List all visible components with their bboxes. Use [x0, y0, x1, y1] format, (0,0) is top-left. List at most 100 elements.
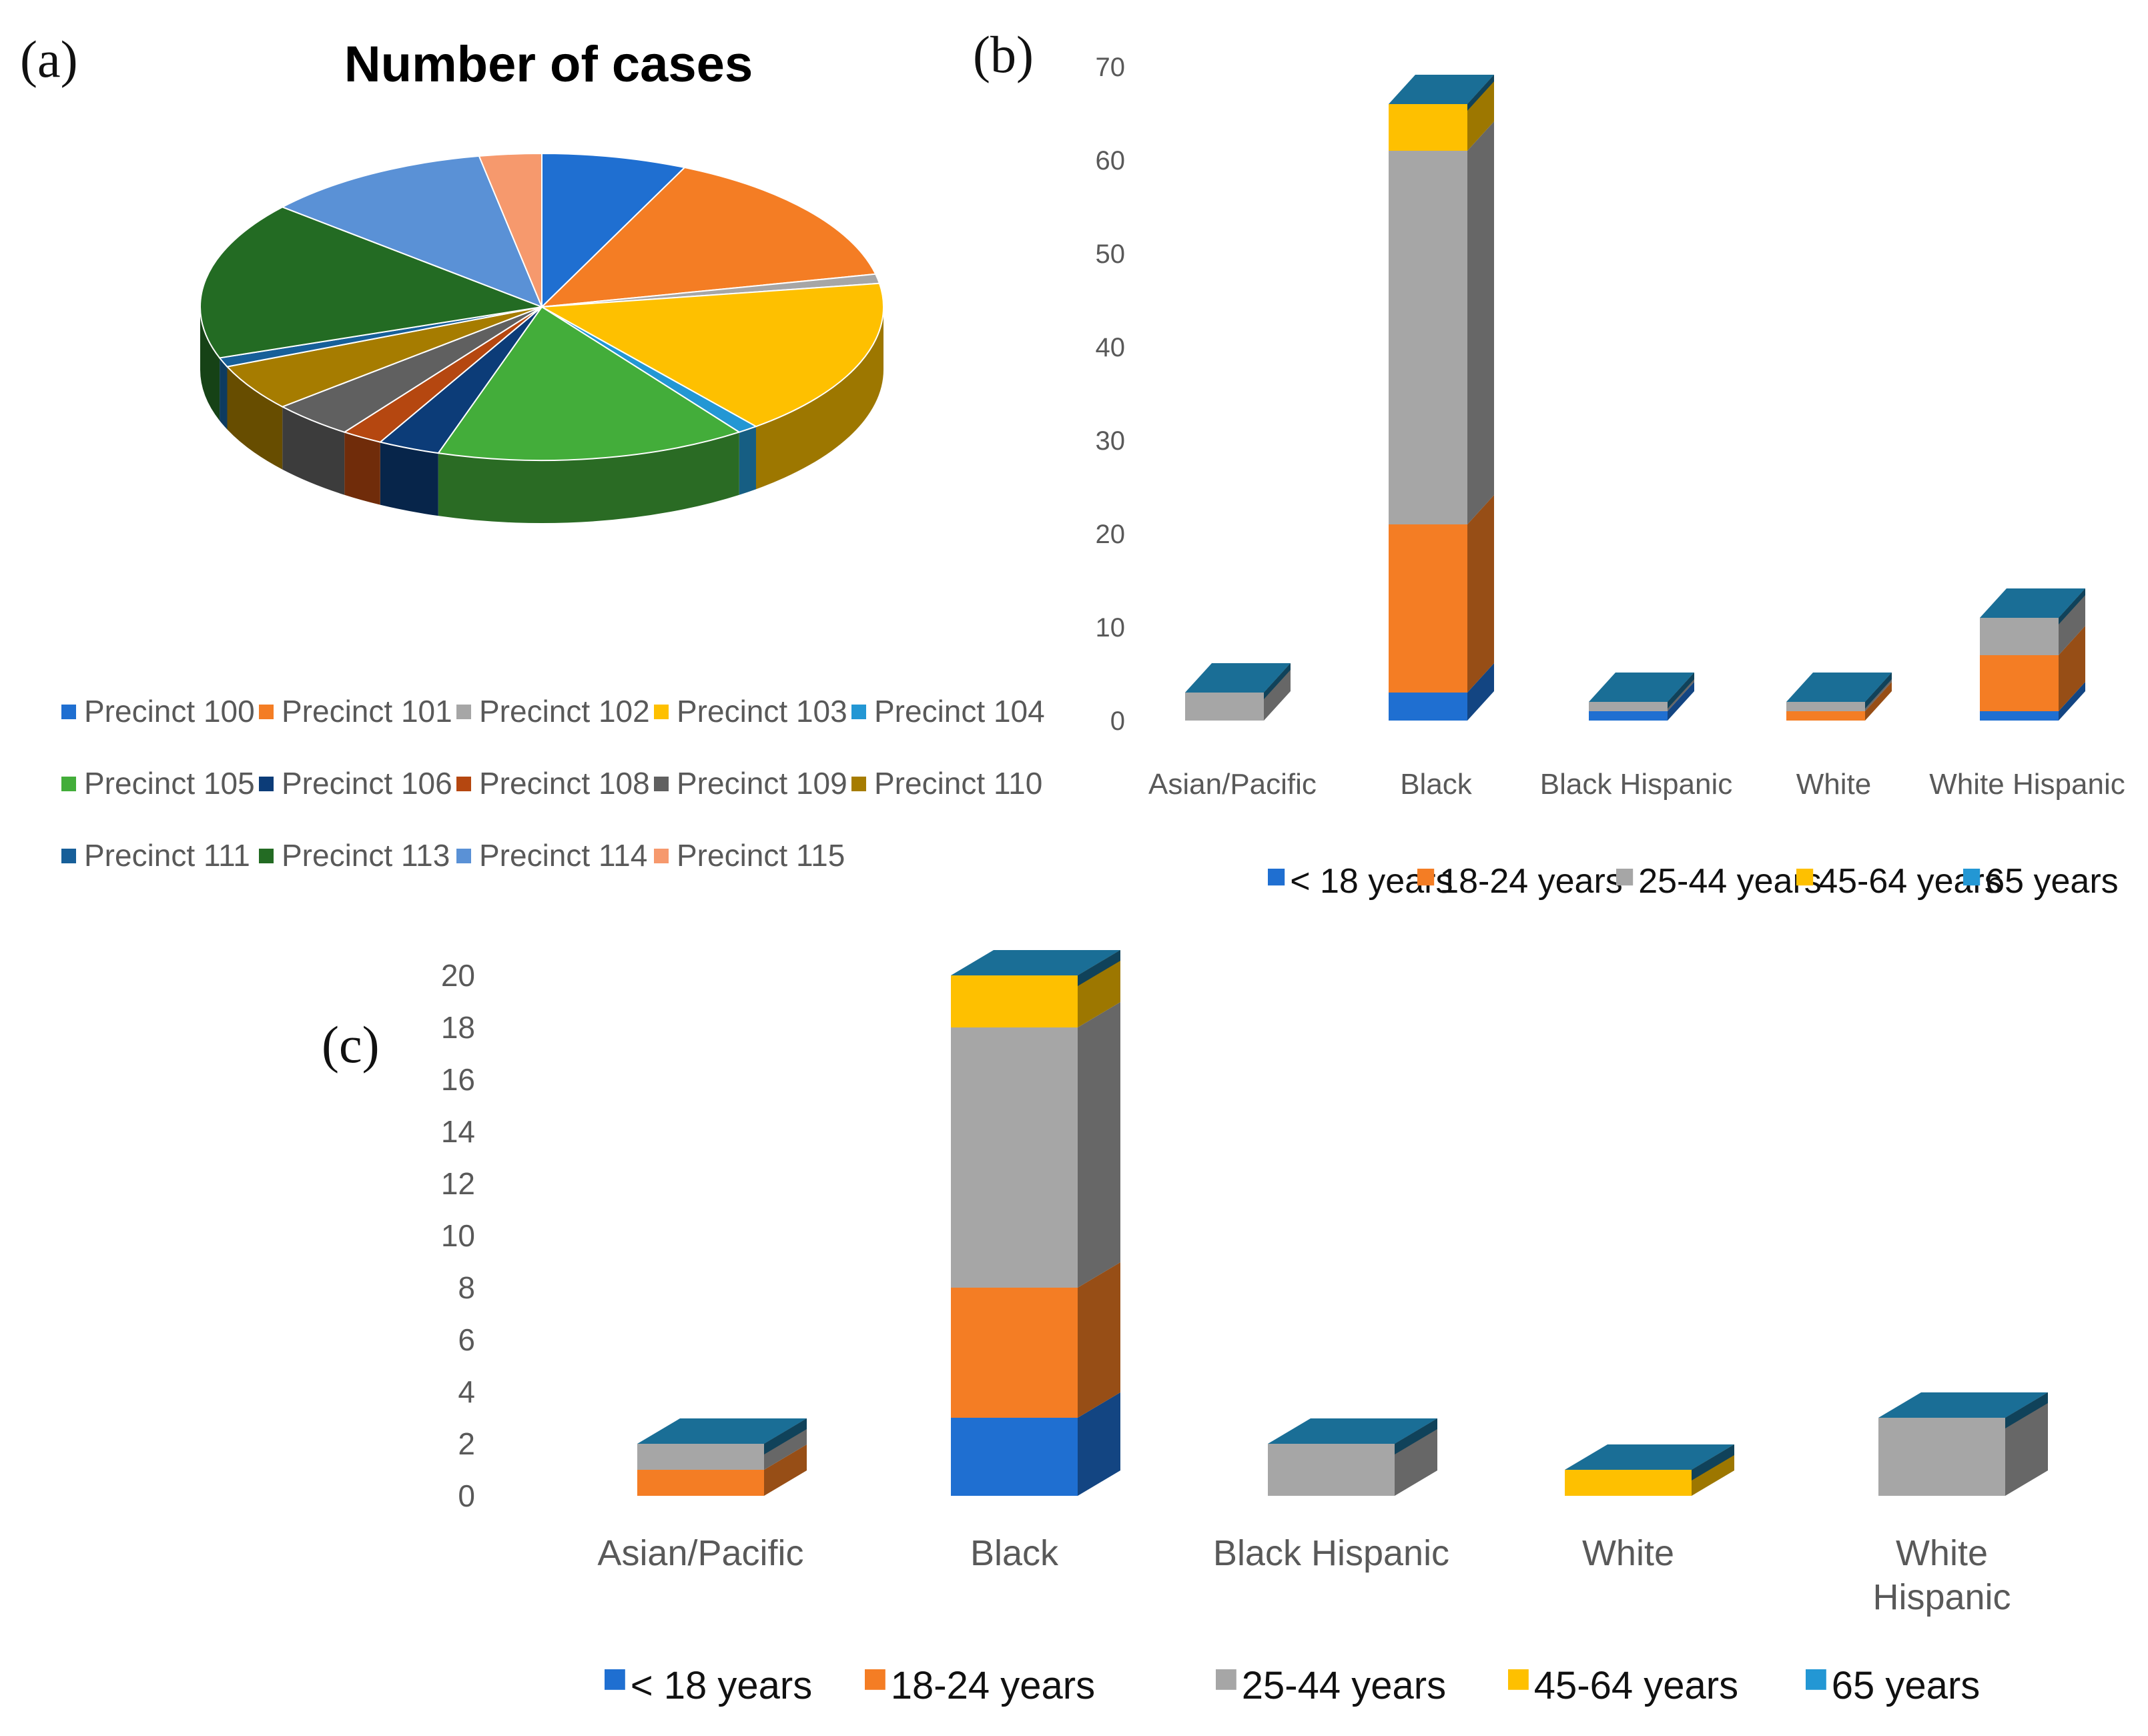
pie-slice-precinct-103 — [539, 282, 884, 428]
bar-stack-asian-pacific — [1185, 663, 1291, 721]
bar-top-side-asian-pacific — [764, 1418, 807, 1454]
pie-chart-title: Number of cases — [344, 36, 753, 93]
pie-side-precinct-109 — [282, 406, 345, 495]
legend-swatch-18-24-years — [1417, 869, 1435, 886]
x-tick-label-black-hispanic: Black Hispanic — [1213, 1533, 1449, 1573]
x-tick-label-white-hispanic: White Hispanic — [1929, 768, 2125, 801]
legend-swatch-precinct-114 — [456, 849, 471, 863]
bar-top-side-white — [1692, 1444, 1734, 1480]
legend-label-65-years: 65 years — [1985, 862, 2118, 901]
panel-label-a: (a) — [20, 30, 78, 88]
bar-side-white-hispanic-18-years — [2059, 682, 2085, 721]
bar-top-black — [951, 950, 1120, 975]
bar-segment-asian-pacific-25-44-years — [637, 1444, 764, 1470]
bar-side-black-25-44-years — [1467, 121, 1494, 524]
legend-label-precinct-115: Precinct 115 — [677, 838, 845, 873]
bar-side-black-18-24-years — [1078, 1262, 1120, 1418]
legend-swatch-precinct-103 — [654, 705, 669, 719]
bar-segment-black-45-64-years — [951, 975, 1078, 1027]
legend-swatch-precinct-105 — [61, 777, 76, 791]
pie-side-precinct-103 — [755, 307, 883, 490]
bar-segment-white-45-64-years — [1565, 1470, 1692, 1496]
y-tick-label: 10 — [1096, 613, 1126, 642]
legend-label-precinct-114: Precinct 114 — [479, 838, 647, 873]
x-tick-label-white-hispanic: White — [1896, 1533, 1988, 1573]
pie-side-precinct-106 — [380, 442, 438, 516]
bar-chart-c: 0 2 4 6 8 10 12 14 16 18 20 Asian/Pacific Black Black… — [441, 950, 2048, 1707]
bar-segment-white-hispanic-25-44-years — [1980, 618, 2059, 655]
bar-segment-white-18-24-years — [1786, 711, 1865, 721]
y-tick-label: 18 — [441, 1010, 475, 1045]
y-tick-label: 16 — [441, 1062, 475, 1097]
x-tick-label-black-hispanic: Black Hispanic — [1540, 768, 1733, 801]
legend-label-precinct-109: Precinct 109 — [677, 766, 847, 801]
bar-side-black-18-24-years — [1467, 495, 1494, 693]
y-tick-label: 50 — [1096, 240, 1126, 269]
y-tick-label: 12 — [441, 1166, 475, 1201]
y-tick-label: 8 — [458, 1270, 475, 1305]
legend-swatch-45-64-years — [1508, 1669, 1529, 1690]
bar-side-white-hispanic-25-44-years — [2059, 588, 2085, 655]
bar-stack-black — [951, 950, 1120, 1496]
x-tick-label-white: White — [1582, 1533, 1674, 1573]
bar-top-side-black — [1467, 75, 1494, 111]
legend-swatch-18-24-years — [865, 1669, 885, 1690]
pie-slice-precinct-115 — [478, 152, 543, 308]
bar-segment-asian-pacific-25-44-years — [1185, 693, 1264, 721]
legend-label-precinct-103: Precinct 103 — [677, 694, 847, 729]
pie-side-precinct-108 — [344, 432, 380, 505]
bar-stack-black-hispanic — [1589, 673, 1694, 721]
legend-swatch-65-years — [1963, 869, 1981, 886]
bar-segment-white-25-44-years — [1786, 702, 1865, 711]
bar-top-side-white-hispanic — [2059, 588, 2085, 624]
legend-swatch-precinct-100 — [61, 705, 76, 719]
legend-label-precinct-106: Precinct 106 — [282, 766, 452, 801]
legend-swatch-25-44-years — [1216, 1669, 1236, 1690]
legend-swatch-precinct-106 — [259, 777, 274, 791]
legend-swatch-18-years — [605, 1669, 625, 1690]
bar-stack-black — [1389, 75, 1494, 721]
legend-label-18-24-years: 18-24 years — [891, 1664, 1095, 1707]
legend-label-45-64-years: 45-64 years — [1534, 1664, 1738, 1707]
bar-top-asian-pacific — [637, 1418, 807, 1444]
legend-label-precinct-113: Precinct 113 — [282, 838, 450, 873]
bar-stack-black-hispanic — [1268, 1418, 1437, 1496]
legend-label-precinct-102: Precinct 102 — [479, 694, 650, 729]
bar-stack-asian-pacific — [637, 1418, 807, 1496]
bar-top-black — [1389, 75, 1494, 104]
bar-stack-white — [1786, 673, 1892, 721]
x-tick-label-white: White — [1796, 768, 1871, 801]
y-tick-label: 40 — [1096, 333, 1126, 362]
panel-label-c: (c) — [322, 1015, 380, 1073]
legend-swatch-precinct-110 — [851, 777, 866, 791]
bar-top-white — [1565, 1444, 1734, 1470]
bar-segment-black-hispanic-25-44-years — [1589, 702, 1668, 711]
bar-segment-black-18-years — [1389, 693, 1467, 721]
bar-segment-black-18-24-years — [1389, 524, 1467, 693]
pie-side-precinct-104 — [739, 426, 756, 495]
legend-swatch-65-years — [1806, 1669, 1826, 1690]
bar-stack-white — [1565, 1444, 1734, 1496]
bar-segment-white-hispanic-25-44-years — [1878, 1418, 2005, 1496]
pie-slice-precinct-114 — [280, 155, 543, 308]
legend-swatch-precinct-102 — [456, 705, 471, 719]
pie-slice-precinct-110 — [226, 306, 543, 408]
bar-side-asian-pacific-18-24-years — [764, 1444, 807, 1496]
y-tick-label: 30 — [1096, 426, 1126, 456]
legend-swatch-precinct-111 — [61, 849, 76, 863]
y-tick-label: 14 — [441, 1114, 475, 1149]
legend-swatch-precinct-108 — [456, 777, 471, 791]
legend-swatch-18-years — [1268, 869, 1285, 886]
bar-segment-asian-pacific-18-24-years — [637, 1470, 764, 1496]
bar-side-black-25-44-years — [1078, 1002, 1120, 1288]
bar-top-side-asian-pacific — [1264, 663, 1291, 699]
legend-swatch-precinct-101 — [259, 705, 274, 719]
bar-segment-black-18-24-years — [951, 1288, 1078, 1418]
x-tick-label-black: Black — [1400, 768, 1473, 801]
y-tick-label: 6 — [458, 1322, 475, 1357]
x-tick-label-asian-pacific: Asian/Pacific — [1148, 768, 1317, 801]
bar-segment-white-hispanic-18-24-years — [1980, 655, 2059, 711]
bar-top-black-hispanic — [1589, 673, 1694, 702]
bar-top-asian-pacific — [1185, 663, 1291, 693]
